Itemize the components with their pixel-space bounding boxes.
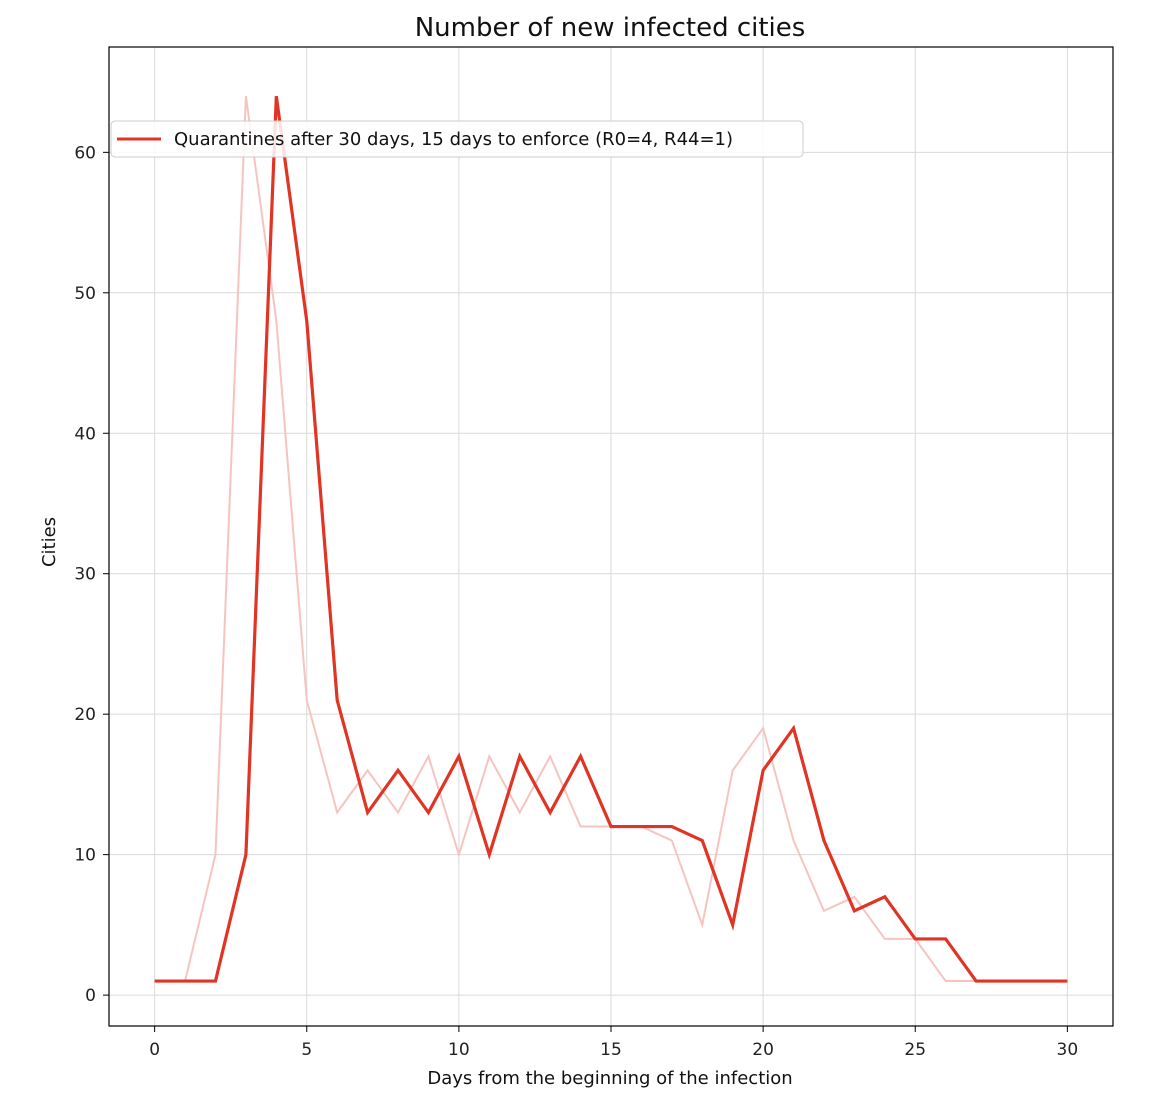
x-tick-label: 5: [301, 1040, 312, 1060]
x-axis-label: Days from the beginning of the infection: [427, 1068, 792, 1089]
x-tick-label: 0: [149, 1040, 160, 1060]
series-lines: [154, 95, 1068, 983]
chart-title: Number of new infected cities: [415, 13, 806, 43]
y-tick-label: 60: [74, 143, 96, 163]
axis-ticks: 0 5 10 15 20 25 30 0 10 20 30 40 50 60: [74, 143, 1078, 1060]
y-tick-label: 50: [74, 284, 96, 304]
x-tick-label: 25: [904, 1040, 926, 1060]
y-axis-label: Cities: [39, 517, 60, 567]
x-tick-label: 20: [752, 1040, 774, 1060]
y-tick-label: 40: [74, 424, 96, 444]
primary-series-line: [154, 95, 1068, 983]
y-tick-label: 20: [74, 705, 96, 725]
x-tick-label: 15: [600, 1040, 622, 1060]
y-tick-label: 10: [74, 846, 96, 866]
y-tick-label: 30: [74, 565, 96, 585]
x-tick-label: 10: [448, 1040, 470, 1060]
y-tick-label: 0: [85, 986, 96, 1006]
legend-entry-label: Quarantines after 30 days, 15 days to en…: [174, 129, 733, 150]
legend-box: [110, 120, 804, 158]
legend: Quarantines after 30 days, 15 days to en…: [110, 120, 804, 158]
x-tick-label: 30: [1057, 1040, 1079, 1060]
